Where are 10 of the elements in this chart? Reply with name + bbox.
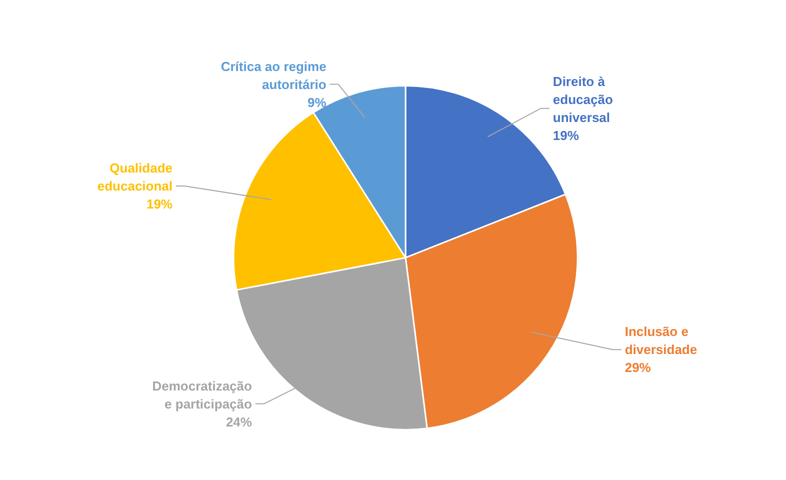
data-label: 9% — [308, 94, 327, 110]
slice-label: Democratização e participação — [152, 378, 252, 412]
slice-label: Direito à educação universal — [552, 74, 613, 125]
data-label: 29% — [624, 360, 652, 376]
data-label: 24% — [226, 414, 252, 430]
slice-label: Crítica ao regime autoritário — [220, 58, 326, 92]
slice-label: Qualidade educacional — [97, 160, 173, 194]
data-label: 19% — [146, 196, 173, 212]
data-label: 19% — [552, 128, 580, 143]
slice-label: Inclusão e diversidade — [624, 324, 698, 358]
